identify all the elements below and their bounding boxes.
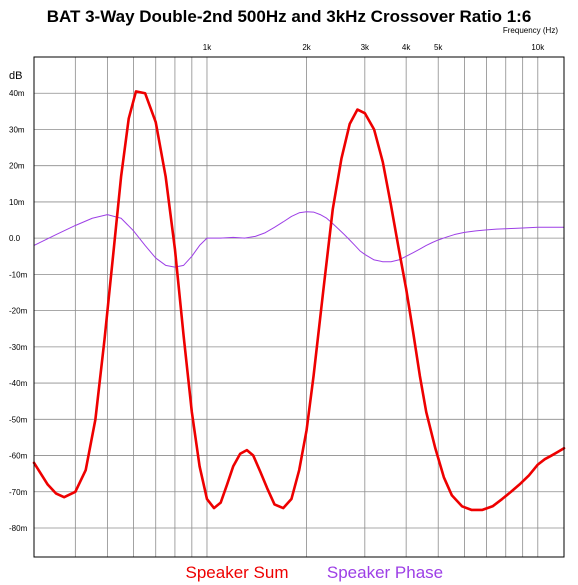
x-tick-labels: 1k 2k 3k 4k 5k 10k — [203, 43, 545, 52]
y-tick-label: 20m — [9, 162, 25, 171]
series-line-speaker-phase — [33, 211, 565, 268]
plot-frame — [33, 56, 565, 558]
y-tick-label: -80m — [9, 524, 28, 533]
x-tick-label: 5k — [434, 43, 443, 52]
x-tick-label: 10k — [531, 43, 545, 52]
y-tick-label: 40m — [9, 89, 25, 98]
x-tick-label: 4k — [402, 43, 411, 52]
y-tick-label: -20m — [9, 307, 28, 316]
y-tick-label: -30m — [9, 343, 28, 352]
series-lines — [32, 90, 566, 512]
legend-speaker-phase: Speaker Phase — [327, 563, 443, 582]
y-tick-label: 30m — [9, 125, 25, 134]
x-tick-label: 2k — [302, 43, 311, 52]
legend-speaker-sum: Speaker Sum — [186, 563, 289, 582]
x-axis-label: Frequency (Hz) — [503, 26, 558, 35]
y-tick-label: -10m — [9, 270, 28, 279]
y-axis-label: dB — [9, 70, 22, 82]
y-tick-labels: 40m 30m 20m 10m 0.0 -10m -20m -30m -40m -50m -60m -… — [9, 89, 28, 533]
y-tick-label: -40m — [9, 379, 28, 388]
y-tick-label: -60m — [9, 452, 28, 461]
series-line-speaker-sum — [32, 90, 566, 512]
grid — [33, 57, 564, 557]
y-tick-label: 0.0 — [9, 234, 21, 243]
x-tick-label: 3k — [361, 43, 370, 52]
y-tick-label: 10m — [9, 198, 25, 207]
y-tick-label: -50m — [9, 415, 28, 424]
chart-title: BAT 3-Way Double-2nd 500Hz and 3kHz Cros… — [47, 7, 532, 26]
y-tick-label: -70m — [9, 488, 28, 497]
x-tick-label: 1k — [203, 43, 212, 52]
